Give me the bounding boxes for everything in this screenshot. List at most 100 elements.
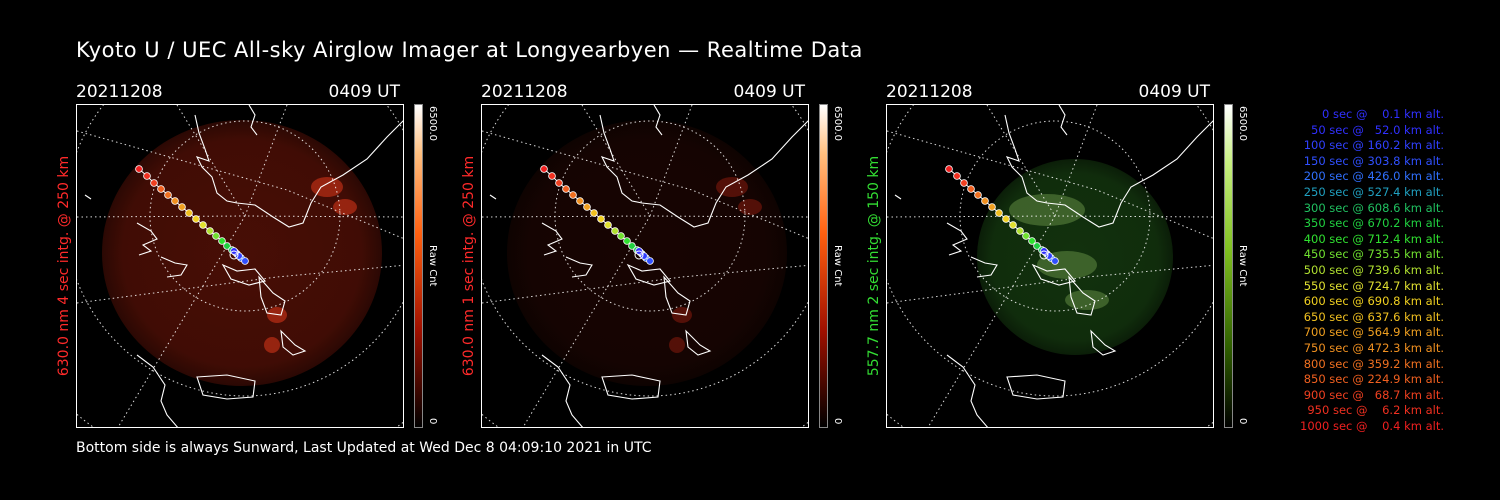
coastline (653, 105, 663, 136)
aurora-patch (311, 177, 343, 197)
grid-line (649, 105, 693, 217)
trajectory-point (974, 191, 982, 199)
trajectory-point (576, 197, 584, 205)
legend-row: 650 sec @ 637.6 km alt. (1303, 309, 1444, 324)
trajectory-point (1016, 227, 1024, 235)
legend-row: 900 sec @ 68.7 km alt. (1303, 387, 1444, 402)
panel-time: 0409 UT (328, 82, 401, 102)
trajectory-point (157, 185, 165, 193)
imager-panel-630-1sec: 20211208 0409 UT 630.0 nm 1 sec intg. @ … (461, 80, 881, 440)
legend-row: 750 sec @ 472.3 km alt. (1303, 340, 1444, 355)
grid-line (581, 105, 651, 217)
airglow-sky-disc (507, 120, 787, 386)
trajectory-point (185, 209, 193, 217)
grid-line (986, 105, 1056, 217)
coastline (1031, 263, 1076, 286)
legend-row: 150 sec @ 303.8 km alt. (1303, 153, 1444, 168)
aurora-patch (264, 337, 280, 353)
trajectory-point (981, 197, 989, 205)
launch-site-marker (634, 250, 644, 260)
trajectory-point (611, 227, 619, 235)
legend-row: 950 sec @ 6.2 km alt. (1307, 403, 1444, 418)
coastline (601, 374, 661, 400)
panel-date: 20211208 (76, 82, 163, 102)
panel-side-label: 630.0 nm 1 sec intg. @ 250 km (461, 155, 477, 377)
grid-line (522, 215, 651, 427)
airglow-sky-disc (102, 120, 382, 386)
coastline (258, 275, 286, 316)
legend-row: 300 sec @ 608.6 km alt. (1303, 200, 1444, 215)
trajectory-point (135, 165, 143, 173)
aurora-patch (669, 337, 685, 353)
latitude-circle (149, 120, 341, 312)
trajectory-point (1002, 215, 1010, 223)
grid-line (77, 130, 403, 239)
grid-line (1054, 105, 1098, 217)
trajectory-point (212, 232, 220, 240)
grid-line (482, 130, 808, 239)
launch-site-marker (1039, 250, 1049, 260)
trajectory-point (1033, 242, 1041, 250)
coastline (541, 354, 584, 427)
trajectory-point (623, 237, 631, 245)
trajectory-point (988, 203, 996, 211)
trajectory-point (628, 242, 636, 250)
trajectory-point (178, 203, 186, 211)
legend-row: 350 sec @ 670.2 km alt. (1303, 216, 1444, 231)
trajectory-point (548, 172, 556, 180)
legend-row: 400 sec @ 712.4 km alt. (1303, 231, 1444, 246)
legend-row: 500 sec @ 739.6 km alt. (1303, 262, 1444, 277)
trajectory-point (1022, 232, 1030, 240)
colorbar (1224, 104, 1233, 428)
page-title: Kyoto U / UEC All-sky Airglow Imager at … (76, 38, 863, 62)
coastline (84, 194, 92, 200)
aurora-patch (333, 199, 357, 215)
trajectory-time-altitude-legend: 0 sec @ 0.1 km alt. 50 sec @ 52.0 km alt.… (1268, 107, 1444, 434)
allsky-map (481, 104, 809, 428)
aurora-patch (738, 199, 762, 215)
trajectory-point (583, 203, 591, 211)
coastline (1006, 374, 1066, 400)
trajectory-point (206, 227, 214, 235)
legend-row: 600 sec @ 690.8 km alt. (1303, 294, 1444, 309)
trajectory-point (1051, 257, 1059, 265)
grid-line (927, 215, 1056, 427)
legend-row: 700 sec @ 564.9 km alt. (1303, 325, 1444, 340)
latitude-circle (959, 120, 1151, 312)
panel-side-label: 557.7 nm 2 sec intg. @ 150 km (866, 155, 882, 377)
aurora-patch (1009, 194, 1085, 226)
trajectory-point (646, 257, 654, 265)
trajectory-point (597, 215, 605, 223)
coastline (160, 256, 188, 278)
trajectory-point (555, 179, 563, 187)
grid-line (887, 130, 1213, 239)
legend-row: 100 sec @ 160.2 km alt. (1303, 138, 1444, 153)
coastline (599, 114, 808, 228)
panel-date: 20211208 (886, 82, 973, 102)
coastline (194, 114, 403, 228)
legend-row: 250 sec @ 527.4 km alt. (1303, 184, 1444, 199)
trajectory-point (218, 237, 226, 245)
imager-panel-557-2sec: 20211208 0409 UT 557.7 nm 2 sec intg. @ … (866, 80, 1286, 440)
trajectory-point (1028, 237, 1036, 245)
legend-row: 50 sec @ 52.0 km alt. (1311, 122, 1444, 137)
trajectory-point (569, 191, 577, 199)
colorbar (414, 104, 423, 428)
grid-line (77, 264, 403, 304)
panel-time: 0409 UT (1138, 82, 1211, 102)
coastline (685, 329, 712, 356)
coastline (663, 275, 691, 316)
grid-line (482, 264, 808, 304)
legend-row: 550 sec @ 724.7 km alt. (1303, 278, 1444, 293)
panel-time: 0409 UT (733, 82, 806, 102)
trajectory-point (617, 232, 625, 240)
trajectory-point (945, 165, 953, 173)
aurora-patch (1065, 290, 1109, 310)
coastline (221, 263, 266, 286)
coastline (1004, 114, 1213, 228)
grid-line (176, 105, 246, 217)
latitude-circle (554, 120, 746, 312)
trajectory-point (143, 172, 151, 180)
grid-line (887, 264, 1213, 304)
trajectory-point (1009, 221, 1017, 229)
